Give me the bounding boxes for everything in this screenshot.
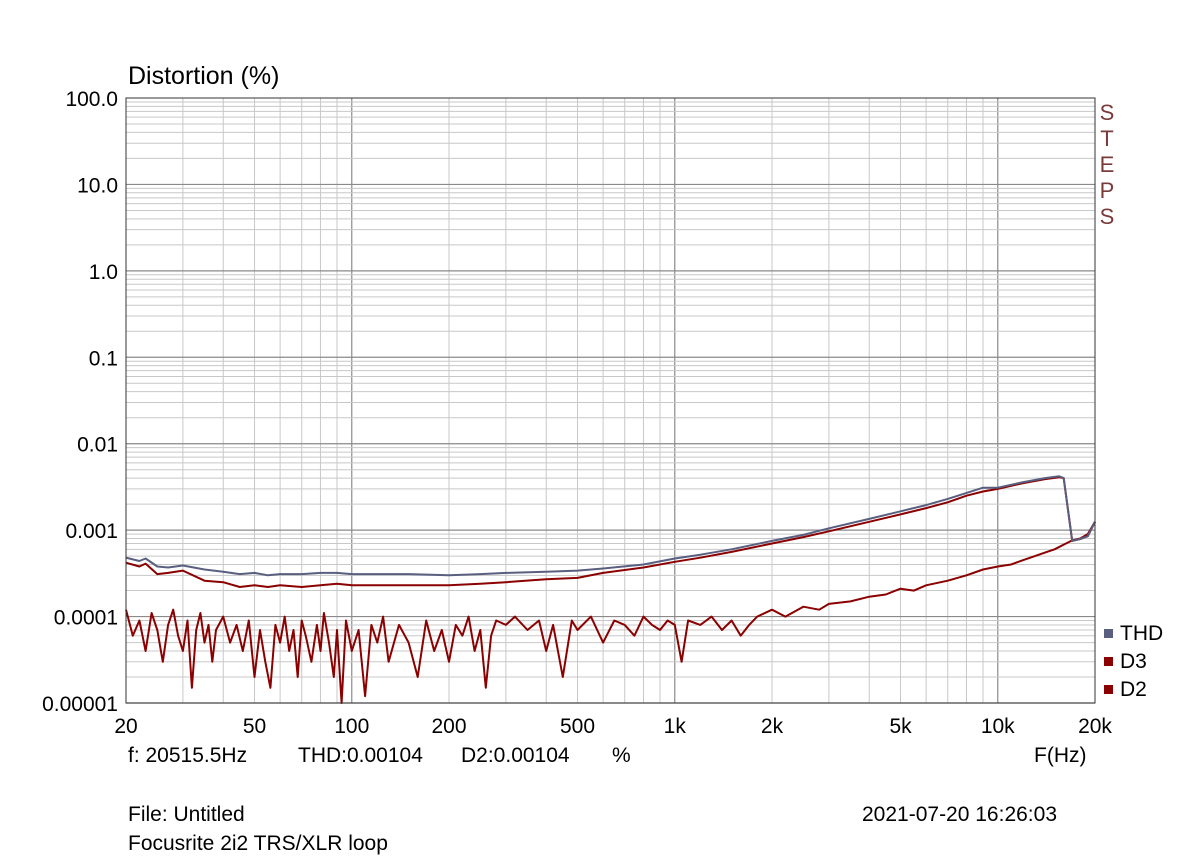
legend-swatch	[1104, 685, 1113, 694]
legend-swatch	[1104, 657, 1113, 666]
y-tick-label: 0.01	[77, 434, 118, 457]
x-tick-label: 100	[334, 715, 369, 738]
steps-letter: T	[1100, 126, 1114, 151]
series-line-d3	[125, 476, 1096, 588]
y-tick-label: 10.0	[77, 174, 118, 197]
readout-frequency: f: 20515.5Hz	[128, 744, 248, 767]
x-tick-label: 2k	[761, 715, 784, 738]
readout-unit: %	[612, 744, 631, 767]
tick-labels: 20 50 100 200 500 1k 2k 5k 10k 20k 100.0 10.0 1.0 0.1…	[42, 88, 1112, 738]
steps-label: S T E P S	[1097, 100, 1117, 230]
x-axis-label: F(Hz)	[1034, 744, 1087, 767]
x-tick-label: 20k	[1078, 715, 1112, 738]
plot-frame	[125, 97, 1096, 704]
x-tick-label: 200	[431, 715, 466, 738]
legend-label: D2	[1120, 678, 1147, 701]
steps-letter: S	[1099, 204, 1115, 229]
x-tick-label: 1k	[664, 715, 687, 738]
x-tick-label: 20	[114, 715, 137, 738]
y-tick-label: 0.00001	[42, 693, 118, 716]
legend-swatch	[1104, 629, 1113, 638]
y-tick-label: 100.0	[65, 88, 118, 111]
y-tick-label: 1.0	[89, 261, 118, 284]
grid	[125, 98, 1096, 704]
measurement-description: Focusrite 2i2 TRS/XLR loop	[128, 832, 388, 855]
series-lines	[125, 475, 1096, 704]
readout-thd: THD:0.00104	[298, 744, 423, 767]
y-tick-label: 0.001	[65, 520, 118, 543]
legend-label: D3	[1120, 650, 1147, 673]
series-line-d2	[125, 521, 1096, 704]
readout-d2: D2:0.00104	[461, 744, 570, 767]
x-tick-label: 10k	[981, 715, 1015, 738]
timestamp: 2021-07-20 16:26:03	[862, 803, 1057, 826]
y-tick-label: 0.1	[89, 347, 118, 370]
file-name: File: Untitled	[128, 803, 245, 826]
legend-label: THD	[1120, 622, 1164, 645]
y-tick-label: 0.0001	[54, 607, 118, 630]
series-line-thd	[125, 475, 1096, 577]
x-tick-label: 50	[243, 715, 266, 738]
steps-letter: S	[1099, 100, 1115, 125]
x-tick-label: 500	[560, 715, 595, 738]
steps-letter: E	[1099, 152, 1115, 177]
x-tick-label: 5k	[889, 715, 912, 738]
steps-letter: P	[1099, 178, 1115, 203]
chart-title: Distortion (%)	[128, 62, 280, 90]
